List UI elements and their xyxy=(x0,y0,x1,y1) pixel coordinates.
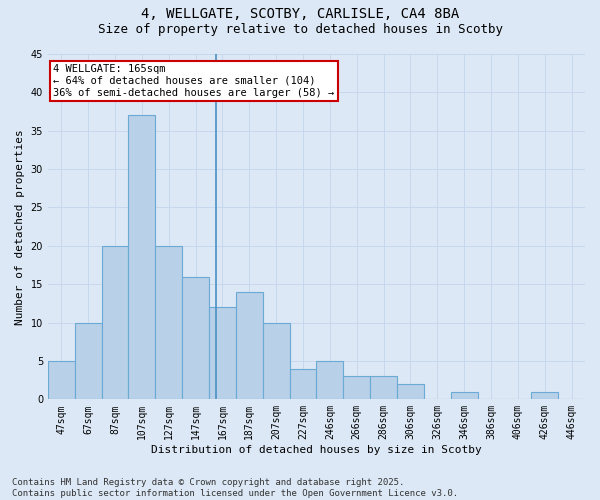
Bar xyxy=(263,322,290,400)
Text: Size of property relative to detached houses in Scotby: Size of property relative to detached ho… xyxy=(97,22,503,36)
Text: 4 WELLGATE: 165sqm
← 64% of detached houses are smaller (104)
36% of semi-detach: 4 WELLGATE: 165sqm ← 64% of detached hou… xyxy=(53,64,335,98)
Bar xyxy=(48,361,75,400)
Bar xyxy=(101,246,128,400)
Text: 4, WELLGATE, SCOTBY, CARLISLE, CA4 8BA: 4, WELLGATE, SCOTBY, CARLISLE, CA4 8BA xyxy=(141,8,459,22)
Bar xyxy=(209,307,236,400)
Bar xyxy=(290,368,316,400)
Bar xyxy=(128,116,155,400)
Bar xyxy=(182,276,209,400)
Y-axis label: Number of detached properties: Number of detached properties xyxy=(15,129,25,324)
Bar xyxy=(316,361,343,400)
Bar xyxy=(397,384,424,400)
Text: Contains HM Land Registry data © Crown copyright and database right 2025.
Contai: Contains HM Land Registry data © Crown c… xyxy=(12,478,458,498)
Bar xyxy=(343,376,370,400)
X-axis label: Distribution of detached houses by size in Scotby: Distribution of detached houses by size … xyxy=(151,445,482,455)
Bar xyxy=(451,392,478,400)
Bar xyxy=(531,392,558,400)
Bar xyxy=(155,246,182,400)
Bar xyxy=(236,292,263,400)
Bar xyxy=(75,322,101,400)
Bar xyxy=(370,376,397,400)
